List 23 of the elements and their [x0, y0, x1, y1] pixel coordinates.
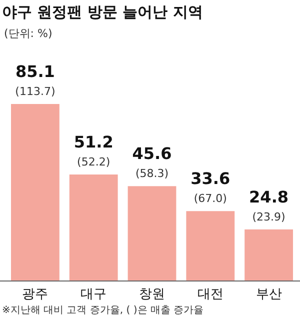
x-tick-label: 부산 — [256, 287, 282, 302]
data-label: 51.2 — [74, 132, 114, 152]
chart-title: 야구 원정팬 방문 늘어난 지역 — [2, 3, 203, 21]
x-tick-label: 광주 — [22, 287, 48, 302]
x-tick-label: 창원 — [139, 287, 165, 302]
data-label: 33.6 — [190, 169, 230, 188]
text: ※지난해 대비 고객 증가율, ( )은 매출 증가율 — [2, 305, 204, 316]
x-tick-label: 대구 — [80, 287, 107, 302]
annotation: (113.7) — [15, 85, 56, 98]
bar — [186, 211, 235, 281]
annotation: (58.3) — [135, 167, 169, 180]
data-label: 45.6 — [132, 144, 172, 164]
annotation: (52.2) — [77, 156, 110, 169]
bar — [11, 104, 60, 281]
annotation: (23.9) — [252, 210, 286, 224]
bar — [69, 174, 118, 281]
annotation: (67.0) — [194, 192, 227, 206]
data-label: 24.8 — [249, 187, 289, 206]
x-tick-label: 대전 — [197, 287, 224, 302]
bar — [244, 229, 293, 281]
data-label: 85.1 — [15, 62, 55, 81]
chart-subtitle: (단위: %) — [4, 27, 52, 40]
bar — [128, 186, 176, 281]
